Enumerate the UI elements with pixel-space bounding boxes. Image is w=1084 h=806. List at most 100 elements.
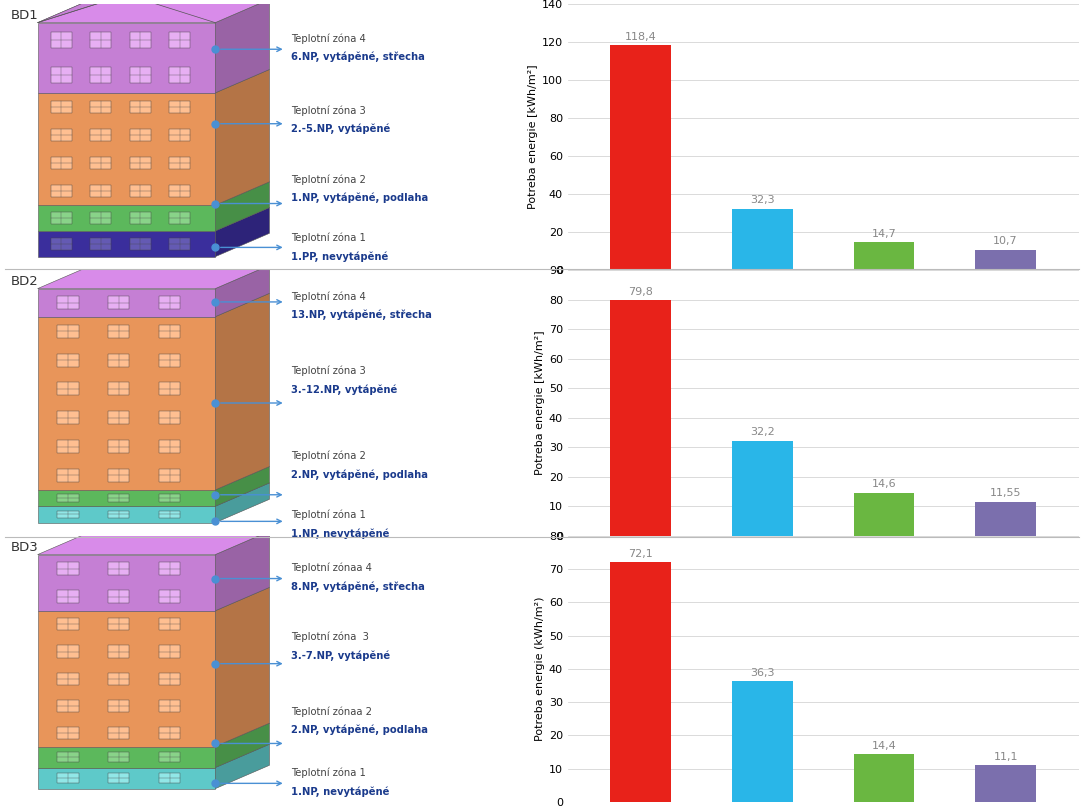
Bar [159,325,180,338]
Bar [169,212,191,224]
Text: Teplotní zónaa 4: Teplotní zónaa 4 [291,563,372,573]
Bar [159,563,180,575]
Text: 79,8: 79,8 [629,287,654,297]
Polygon shape [38,206,216,231]
Bar [90,212,112,224]
Bar [169,101,191,113]
Bar [853,754,915,802]
Bar [57,469,79,482]
Text: BD3: BD3 [11,542,39,555]
Bar [57,727,79,739]
Polygon shape [38,93,216,206]
Polygon shape [38,289,216,317]
Bar [51,212,72,224]
Bar [108,469,129,482]
Y-axis label: Potreba energie [kWh/m²]: Potreba energie [kWh/m²] [528,64,538,210]
Polygon shape [216,531,270,611]
Text: Teplotní zóna 4: Teplotní zóna 4 [291,291,365,302]
Bar [90,156,112,169]
X-axis label: energie v budově: energie v budově [772,562,875,575]
Bar [732,441,792,536]
Bar [108,511,129,518]
Bar [853,492,915,536]
Bar [108,297,129,309]
Y-axis label: Potreba energie (kWh/m²): Potreba energie (kWh/m²) [534,596,544,742]
Bar [159,382,180,396]
Polygon shape [216,467,270,506]
Text: 13.NP, vytápěné, střecha: 13.NP, vytápěné, střecha [291,310,431,321]
Bar [610,300,671,536]
Polygon shape [216,723,270,767]
Bar [57,672,79,685]
Bar [108,325,129,338]
Bar [90,32,112,48]
Bar [159,727,180,739]
Bar [169,68,191,83]
Bar [130,185,151,197]
Polygon shape [216,182,270,231]
Bar [976,502,1036,536]
Bar [169,32,191,48]
Bar [51,238,72,250]
Bar [108,354,129,367]
Bar [57,618,79,630]
Bar [108,411,129,424]
Text: 14,4: 14,4 [872,741,896,750]
Polygon shape [38,490,216,506]
Bar [57,297,79,309]
Bar [57,382,79,396]
Bar [159,354,180,367]
Text: 2.NP, vytápěné, podlaha: 2.NP, vytápěné, podlaha [291,725,428,735]
Text: Teplotní zónaa 2: Teplotní zónaa 2 [291,706,372,717]
Polygon shape [38,0,127,23]
Bar [108,494,129,502]
Bar [108,752,129,762]
Bar [130,238,151,250]
Text: 3.-7.NP, vytápěné: 3.-7.NP, vytápěné [291,650,390,661]
Text: Teplotní zóna  3: Teplotní zóna 3 [291,632,369,642]
Polygon shape [216,483,270,523]
Bar [90,185,112,197]
Bar [57,774,79,783]
Bar [57,325,79,338]
Polygon shape [38,265,270,289]
Bar [130,156,151,169]
Bar [732,681,792,802]
Polygon shape [38,231,216,256]
Bar [108,700,129,712]
Text: Teplotní zóna 3: Teplotní zóna 3 [291,366,365,376]
Text: 11,55: 11,55 [990,488,1021,498]
Polygon shape [38,611,216,746]
Bar [108,618,129,630]
Bar [51,156,72,169]
Text: 14,7: 14,7 [872,229,896,239]
Polygon shape [38,506,216,523]
Bar [57,563,79,575]
Polygon shape [38,317,216,490]
Bar [57,752,79,762]
Text: 1.NP, nevytápěné: 1.NP, nevytápěné [291,786,389,796]
Polygon shape [38,531,270,555]
Bar [159,774,180,783]
Bar [169,156,191,169]
Bar [159,411,180,424]
Bar [108,382,129,396]
Bar [159,591,180,603]
Text: 1.NP, nevytápěné: 1.NP, nevytápěné [291,528,389,538]
Bar [108,440,129,453]
Bar [108,727,129,739]
Bar [610,563,671,802]
Bar [51,32,72,48]
Y-axis label: Potreba energie [kWh/m²]: Potreba energie [kWh/m²] [534,330,544,476]
Polygon shape [216,293,270,490]
Polygon shape [38,746,216,767]
Text: Teplotní zóna 1: Teplotní zóna 1 [291,767,365,778]
Bar [159,700,180,712]
Text: Teplotní zóna 1: Teplotní zóna 1 [291,233,365,243]
Text: BD1: BD1 [11,10,39,23]
Text: BD2: BD2 [11,276,39,289]
Text: Teplotní zóna 2: Teplotní zóna 2 [291,174,365,185]
Bar [51,68,72,83]
Bar [159,469,180,482]
Bar [169,129,191,141]
